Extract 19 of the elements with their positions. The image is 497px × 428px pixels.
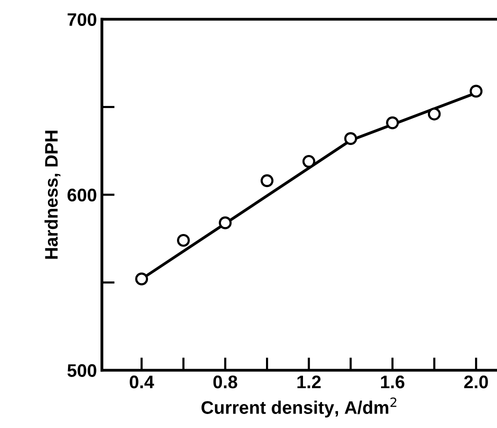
x-tick-label: 2.0 [464,376,488,388]
x-tick-label: 0.8 [213,376,238,388]
point [470,84,483,98]
point [176,234,190,247]
point [302,154,316,168]
point [386,116,399,130]
point [135,272,148,286]
x-axis-title: Current density, A/dm$^{2}$ [202,397,396,418]
x-tick-label: 1.2 [297,376,321,388]
x-tick-label: 0.4 [130,376,154,388]
point [218,216,232,230]
point [428,108,441,120]
y-tick-label: 500 [67,364,96,377]
point [344,132,358,146]
y-tick-label: 700 [68,13,96,26]
y-axis-title: Hardness, DPH [44,130,60,259]
y-tick-label: 600 [68,188,96,202]
point [260,174,274,188]
x-tick-label: 1.6 [381,376,404,388]
